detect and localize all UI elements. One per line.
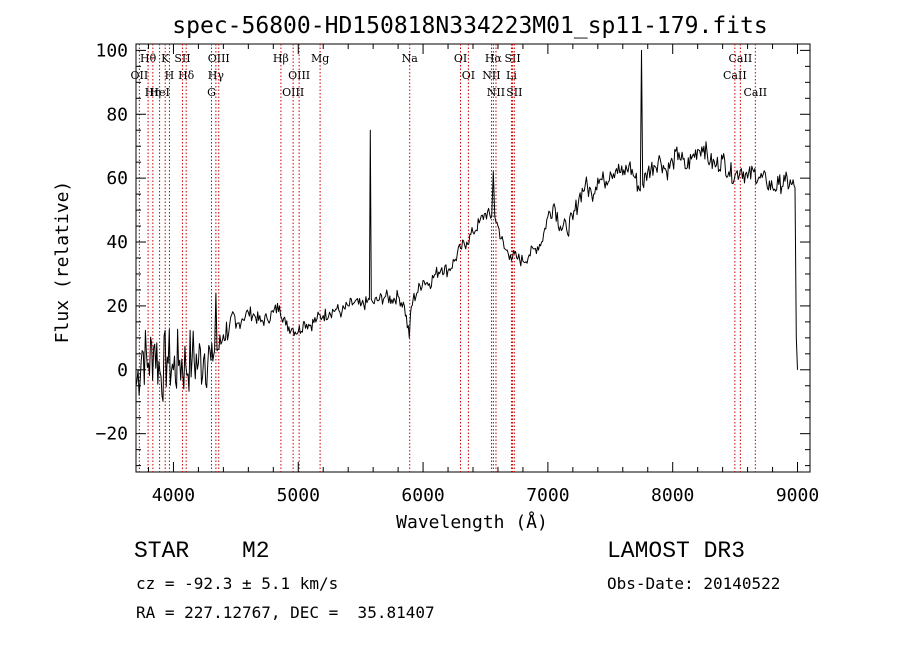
line-marker-label: H bbox=[165, 69, 175, 82]
chart-title: spec-56800-HD150818N334223M01_sp11-179.f… bbox=[172, 13, 767, 39]
series-layer bbox=[135, 49, 798, 402]
x-tick-label: 8000 bbox=[651, 485, 694, 506]
y-tick-label: 20 bbox=[106, 296, 128, 317]
line-marker-label: CaII bbox=[729, 52, 753, 65]
line-marker-label: Hθ bbox=[140, 52, 157, 65]
line-marker-label: Hβ bbox=[273, 52, 289, 65]
line-marker-label: Hα bbox=[485, 52, 503, 65]
x-tick-label: 6000 bbox=[401, 485, 444, 506]
y-tick-label: 80 bbox=[106, 104, 128, 125]
observation-date: Obs-Date: 20140522 bbox=[607, 574, 781, 593]
x-tick-label: 4000 bbox=[152, 485, 195, 506]
redshift-cz: cz = -92.3 ± 5.1 km/s bbox=[136, 574, 339, 593]
line-marker-label: Hδ bbox=[178, 69, 195, 82]
line-marker-label: Mg bbox=[311, 52, 329, 65]
y-tick-label: 40 bbox=[106, 232, 128, 253]
line-marker-label: Na bbox=[402, 52, 419, 65]
line-marker-label: OI bbox=[462, 69, 475, 82]
line-marker-label: SII bbox=[504, 52, 520, 65]
line-marker-label: Hγ bbox=[208, 69, 225, 82]
y-tick-label: −20 bbox=[95, 424, 128, 445]
line-marker-label: HeI bbox=[149, 86, 169, 99]
plot-frame bbox=[135, 43, 811, 473]
line-marker-label: CaII bbox=[743, 86, 767, 99]
x-tick-label: 5000 bbox=[277, 485, 320, 506]
spectrum-line bbox=[135, 49, 798, 402]
x-tick-label: 9000 bbox=[776, 485, 819, 506]
line-marker-label: OIII bbox=[208, 52, 230, 65]
line-marker-label: OI bbox=[454, 52, 467, 65]
line-marker-label: G bbox=[207, 86, 216, 99]
line-marker-label: Hη bbox=[145, 86, 161, 99]
line-marker-label: SII bbox=[174, 52, 190, 65]
x-tick-label: 7000 bbox=[526, 485, 569, 506]
line-marker-label: Li bbox=[506, 69, 517, 82]
ra-dec-coordinates: RA = 227.12767, DEC = 35.81407 bbox=[136, 603, 435, 622]
line-marker-label: K bbox=[161, 52, 170, 65]
axis-ticks: 4000 5000 6000 7000 8000 9000 −20 0 20 40 60 80 100 bbox=[95, 40, 819, 506]
line-marker-label: OIII bbox=[288, 69, 310, 82]
survey-name: LAMOST DR3 bbox=[607, 538, 746, 564]
y-tick-label: 60 bbox=[106, 168, 128, 189]
line-marker-label: OII bbox=[131, 69, 149, 82]
line-marker-label: CaII bbox=[723, 69, 747, 82]
x-axis-label: Wavelength (Å) bbox=[396, 511, 548, 533]
y-tick-label: 0 bbox=[117, 360, 128, 381]
y-axis-label: Flux (relative) bbox=[52, 181, 73, 344]
y-tick-label: 100 bbox=[95, 40, 128, 61]
line-marker-label: NII bbox=[487, 86, 505, 99]
line-marker-label: SII bbox=[506, 86, 522, 99]
line-marker-label: OIII bbox=[282, 86, 304, 99]
object-class: M2 bbox=[242, 538, 270, 564]
object-type: STAR bbox=[134, 538, 190, 564]
line-marker-label: NII bbox=[482, 69, 500, 82]
